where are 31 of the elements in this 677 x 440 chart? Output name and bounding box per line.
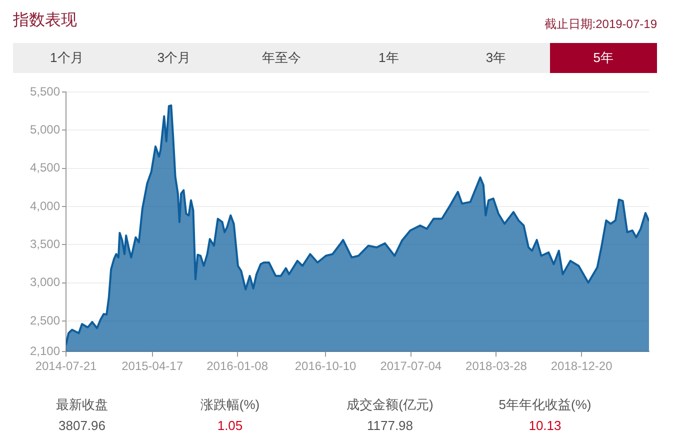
text: 5年年化收益(%) [498,396,592,414]
text: 年至今 [260,49,302,67]
text: 5年 [550,43,657,73]
text: 最新收盘 [55,396,109,414]
x-tick-label: 2018-12-20 [550,359,613,374]
x-tick-label: 2017-07-04 [380,359,442,374]
y-tick-label: 3,000 [30,275,60,290]
text: 3个月 [156,49,192,67]
chart-title: 指数表现 [13,10,77,31]
text: 涨跌幅(%) [199,396,261,414]
text: 1.05 [216,418,244,433]
x-tick-label: 2016-01-08 [206,359,268,374]
text: 10.13 [528,418,562,433]
y-tick-label: 4,000 [30,198,60,213]
text: 3807.96 [58,418,106,433]
text: 1年 [378,49,400,67]
y-tick-label: 5,000 [30,122,60,136]
text: 3年 [484,49,508,67]
text: 1177.98 [366,418,414,433]
text: 1个月 [49,49,84,67]
y-tick-label: 3,500 [30,237,60,252]
y-tick-label: 2,100 [30,344,60,358]
x-tick-label: 2016-10-10 [294,359,357,374]
x-tick-label: 2018-03-28 [466,359,528,374]
text: 成交金额(亿元) [346,396,434,414]
chart-subtitle: 截止日期:2019-07-19 [544,16,657,33]
x-tick-label: 2015-04-17 [122,359,184,374]
y-tick-label: 2,500 [30,313,60,328]
y-tick-label: 5,500 [30,84,60,98]
x-tick-label: 2014-07-21 [35,359,98,374]
y-tick-label: 4,500 [30,160,60,175]
